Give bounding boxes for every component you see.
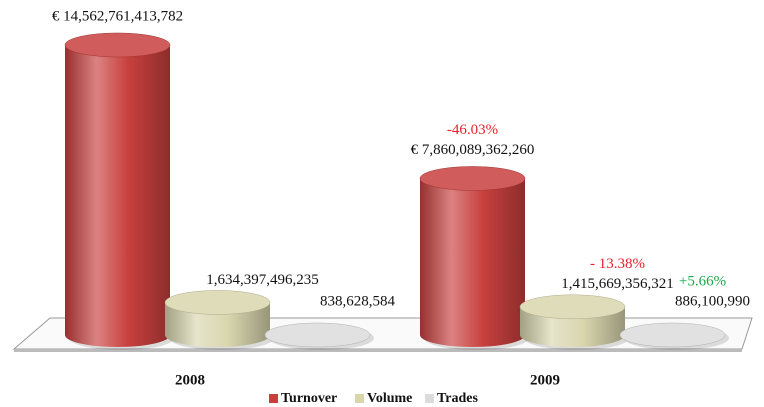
data-label: € 7,860,089,362,260: [411, 142, 535, 158]
legend-swatch: [269, 394, 278, 403]
x-tick-label: 2009: [530, 372, 560, 388]
annotation: - 13.38%: [590, 256, 645, 272]
x-tick-label: 2008: [175, 372, 205, 388]
legend-swatch: [425, 394, 434, 403]
floor-edge: [14, 349, 742, 352]
cylinder: [420, 178, 525, 347]
legend-label: Trades: [437, 391, 479, 406]
cylinder: [165, 302, 270, 347]
cylinder-top: [64, 32, 171, 58]
cylinder: [65, 45, 170, 347]
cylinder-top: [164, 290, 271, 315]
data-label: 1,415,669,356,321: [561, 276, 674, 292]
data-label: 886,100,990: [675, 293, 750, 309]
legend-swatch: [355, 394, 364, 403]
cylinder-top: [419, 166, 526, 191]
data-label: 838,628,584: [320, 293, 396, 309]
cylinder-top: [619, 322, 726, 348]
data-label: 1,634,397,496,235: [206, 272, 319, 288]
annotation: +5.66%: [679, 273, 726, 289]
legend-label: Turnover: [281, 391, 337, 406]
cylinder-top: [264, 322, 371, 348]
cylinder-top: [519, 294, 626, 320]
data-label: € 14,562,761,413,782: [52, 8, 183, 24]
annotation: -46.03%: [447, 122, 498, 138]
legend-label: Volume: [367, 391, 412, 406]
